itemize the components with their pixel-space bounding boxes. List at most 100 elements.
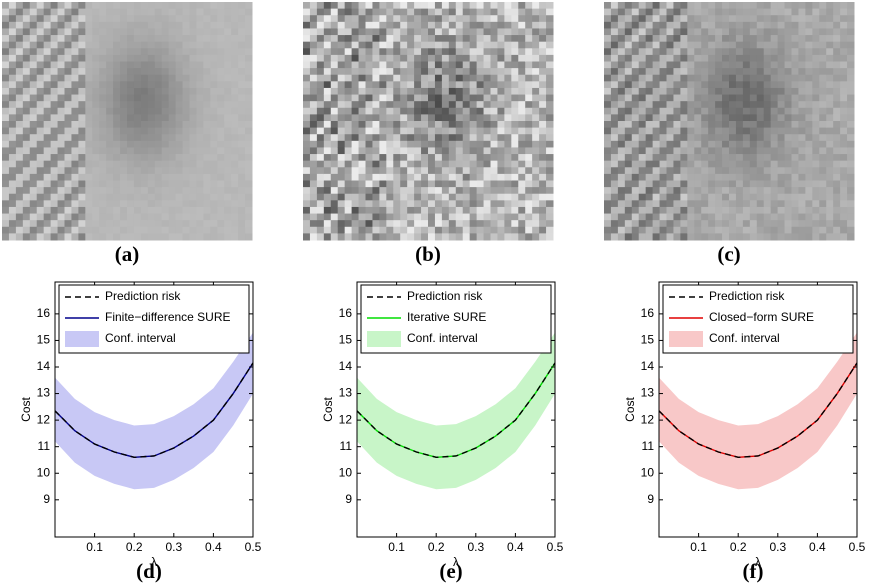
pixel <box>659 154 667 162</box>
pixel <box>120 21 128 29</box>
x-tick-label: 0.2 <box>730 540 747 554</box>
pixel <box>617 233 626 241</box>
pixel <box>462 154 471 162</box>
pixel <box>847 187 855 195</box>
pixel <box>729 173 737 181</box>
pixel <box>687 8 695 16</box>
pixel <box>735 167 744 175</box>
pixel <box>323 200 332 208</box>
pixel <box>50 48 59 56</box>
pixel <box>358 226 366 234</box>
pixel <box>358 134 366 142</box>
pixel <box>421 213 429 221</box>
pixel <box>518 134 526 142</box>
pixel <box>631 134 640 142</box>
pixel <box>393 94 401 102</box>
pixel <box>386 2 394 10</box>
pixel <box>421 61 429 69</box>
pixel <box>182 213 190 221</box>
pixel <box>504 74 512 82</box>
pixel <box>729 127 737 135</box>
pixel <box>805 68 813 76</box>
pixel <box>196 54 204 62</box>
pixel <box>224 167 232 175</box>
pixel <box>36 160 45 168</box>
pixel <box>2 2 10 10</box>
pixel <box>617 121 626 129</box>
pixel <box>518 48 526 56</box>
pixel <box>604 81 612 89</box>
pixel <box>729 154 737 162</box>
pixel <box>722 127 730 135</box>
pixel <box>722 2 730 10</box>
pixel <box>36 134 45 142</box>
pixel <box>462 35 471 43</box>
pixel <box>476 206 485 215</box>
pixel <box>847 81 855 89</box>
pixel <box>372 160 380 168</box>
pixel <box>617 61 626 69</box>
pixel <box>791 127 799 135</box>
pixel <box>8 187 17 195</box>
pixel <box>358 213 366 221</box>
pixel <box>715 127 723 135</box>
pixel <box>393 35 401 43</box>
pixel <box>154 114 163 122</box>
pixel <box>189 121 197 129</box>
pixel <box>113 114 121 122</box>
pixel <box>330 28 339 36</box>
pixel <box>840 160 848 168</box>
pixel <box>15 74 24 82</box>
pixel <box>217 87 225 96</box>
pixel <box>701 180 709 188</box>
pixel <box>92 226 100 234</box>
pixel <box>469 87 478 96</box>
pixel <box>407 28 415 36</box>
pixel <box>826 200 834 208</box>
pixel <box>393 68 401 76</box>
pixel <box>476 167 485 175</box>
pixel <box>365 21 373 29</box>
pixel <box>659 140 667 148</box>
pixel <box>694 180 702 188</box>
pixel <box>78 200 86 208</box>
pixel <box>217 21 225 29</box>
pixel <box>407 87 415 96</box>
pixel <box>120 15 128 23</box>
pixel <box>462 68 471 76</box>
pixel <box>309 226 318 234</box>
pixel <box>140 15 149 23</box>
pixel <box>812 193 820 201</box>
pixel <box>316 15 325 23</box>
pixel <box>337 68 346 76</box>
pixel <box>372 180 380 188</box>
pixel <box>400 54 408 62</box>
pixel <box>490 61 498 69</box>
pixel <box>2 48 10 56</box>
pixel <box>372 35 380 43</box>
pixel <box>133 127 142 135</box>
pixel <box>532 54 540 62</box>
pixel <box>92 114 100 122</box>
pixel <box>224 15 232 23</box>
pixel <box>168 220 177 228</box>
pixel <box>735 200 744 208</box>
pixel <box>798 81 806 89</box>
pixel <box>715 35 723 43</box>
pixel <box>43 35 52 43</box>
pixel <box>469 134 478 142</box>
pixel <box>210 114 218 122</box>
pixel <box>400 213 408 221</box>
pixel <box>36 180 45 188</box>
pixel <box>217 114 225 122</box>
pixel <box>833 127 841 135</box>
pixel <box>666 114 674 122</box>
pixel <box>196 200 204 208</box>
pixel <box>428 28 436 36</box>
pixel <box>386 220 394 228</box>
pixel <box>245 160 253 168</box>
pixel <box>539 147 547 155</box>
pixel <box>414 180 422 188</box>
pixel <box>50 61 59 69</box>
pixel <box>64 74 72 82</box>
